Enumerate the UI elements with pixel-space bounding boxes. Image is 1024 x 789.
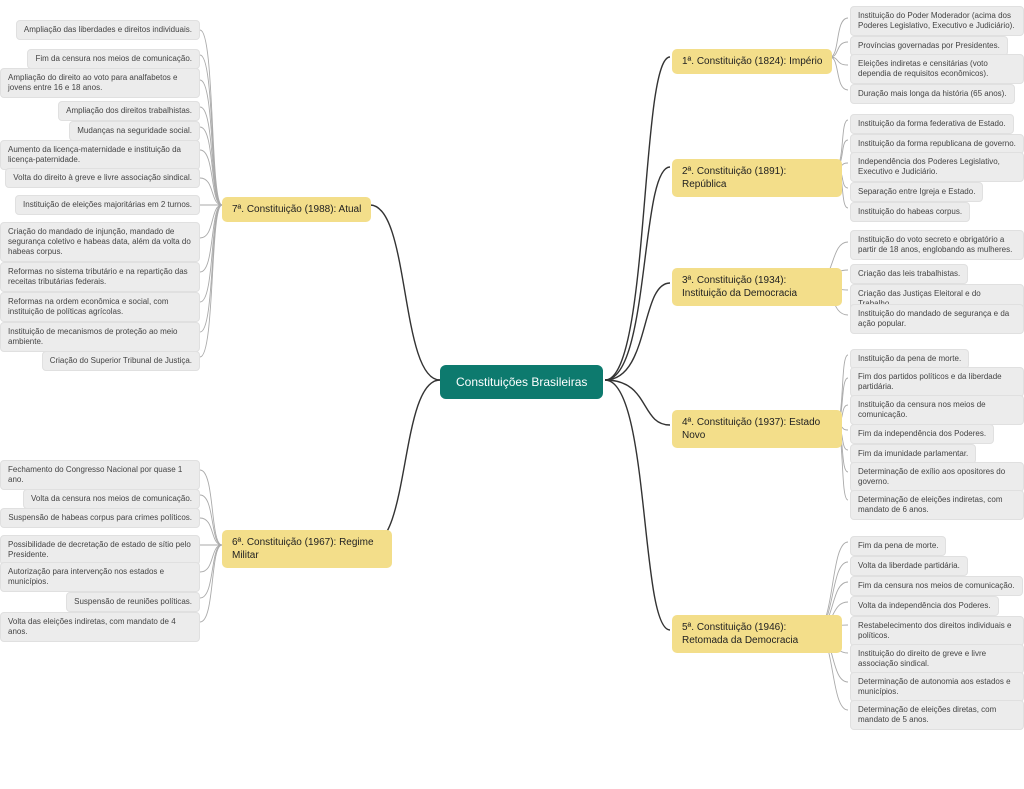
leaf: Restabelecimento dos direitos individuai… — [850, 616, 1024, 646]
leaf: Volta da liberdade partidária. — [850, 556, 968, 576]
leaf: Suspensão de habeas corpus para crimes p… — [0, 508, 200, 528]
branch-1891: 2ª. Constituição (1891): República — [672, 159, 842, 197]
leaf: Criação do Superior Tribunal de Justiça. — [42, 351, 200, 371]
leaf: Aumento da licença-maternidade e institu… — [0, 140, 200, 170]
branch-1988: 7ª. Constituição (1988): Atual — [222, 197, 371, 222]
leaf: Fim da independência dos Poderes. — [850, 424, 994, 444]
branch-1967: 6ª. Constituição (1967): Regime Militar — [222, 530, 392, 568]
leaf: Províncias governadas por Presidentes. — [850, 36, 1008, 56]
leaf: Instituição da censura nos meios de comu… — [850, 395, 1024, 425]
leaf: Ampliação das liberdades e direitos indi… — [16, 20, 200, 40]
leaf: Instituição da forma republicana de gove… — [850, 134, 1024, 154]
leaf: Eleições indiretas e censitárias (voto d… — [850, 54, 1024, 84]
leaf: Determinação de autonomia aos estados e … — [850, 672, 1024, 702]
center-node: Constituições Brasileiras — [440, 365, 603, 399]
leaf: Instituição do voto secreto e obrigatóri… — [850, 230, 1024, 260]
leaf: Determinação de eleições indiretas, com … — [850, 490, 1024, 520]
leaf: Ampliação dos direitos trabalhistas. — [58, 101, 200, 121]
leaf: Instituição do Poder Moderador (acima do… — [850, 6, 1024, 36]
leaf: Instituição de mecanismos de proteção ao… — [0, 322, 200, 352]
leaf: Instituição da forma federativa de Estad… — [850, 114, 1014, 134]
leaf: Volta do direito à greve e livre associa… — [5, 168, 200, 188]
leaf: Determinação de eleições diretas, com ma… — [850, 700, 1024, 730]
leaf: Fim da censura nos meios de comunicação. — [27, 49, 200, 69]
leaf: Instituição do mandado de segurança e da… — [850, 304, 1024, 334]
leaf: Independência dos Poderes Legislativo, E… — [850, 152, 1024, 182]
leaf: Mudanças na seguridade social. — [69, 121, 200, 141]
leaf: Duração mais longa da história (65 anos)… — [850, 84, 1015, 104]
branch-1946: 5ª. Constituição (1946): Retomada da Dem… — [672, 615, 842, 653]
leaf: Instituição de eleições majoritárias em … — [15, 195, 200, 215]
leaf: Reformas na ordem econômica e social, co… — [0, 292, 200, 322]
leaf: Fechamento do Congresso Nacional por qua… — [0, 460, 200, 490]
leaf: Fim da imunidade parlamentar. — [850, 444, 976, 464]
leaf: Fim dos partidos políticos e da liberdad… — [850, 367, 1024, 397]
leaf: Volta da independência dos Poderes. — [850, 596, 999, 616]
leaf: Determinação de exílio aos opositores do… — [850, 462, 1024, 492]
leaf: Reformas no sistema tributário e na repa… — [0, 262, 200, 292]
leaf: Criação do mandado de injunção, mandado … — [0, 222, 200, 262]
leaf: Suspensão de reuniões políticas. — [66, 592, 200, 612]
leaf: Volta da censura nos meios de comunicaçã… — [23, 489, 200, 509]
leaf: Autorização para intervenção nos estados… — [0, 562, 200, 592]
leaf: Fim da censura nos meios de comunicação. — [850, 576, 1023, 596]
leaf: Possibilidade de decretação de estado de… — [0, 535, 200, 565]
leaf: Instituição da pena de morte. — [850, 349, 969, 369]
leaf: Fim da pena de morte. — [850, 536, 946, 556]
leaf: Volta das eleições indiretas, com mandat… — [0, 612, 200, 642]
branch-1937: 4ª. Constituição (1937): Estado Novo — [672, 410, 842, 448]
leaf: Criação das leis trabalhistas. — [850, 264, 968, 284]
leaf: Instituição do habeas corpus. — [850, 202, 970, 222]
leaf: Ampliação do direito ao voto para analfa… — [0, 68, 200, 98]
leaf: Instituição do direito de greve e livre … — [850, 644, 1024, 674]
branch-1934: 3ª. Constituição (1934): Instituição da … — [672, 268, 842, 306]
leaf: Separação entre Igreja e Estado. — [850, 182, 983, 202]
branch-1824: 1ª. Constituição (1824): Império — [672, 49, 832, 74]
